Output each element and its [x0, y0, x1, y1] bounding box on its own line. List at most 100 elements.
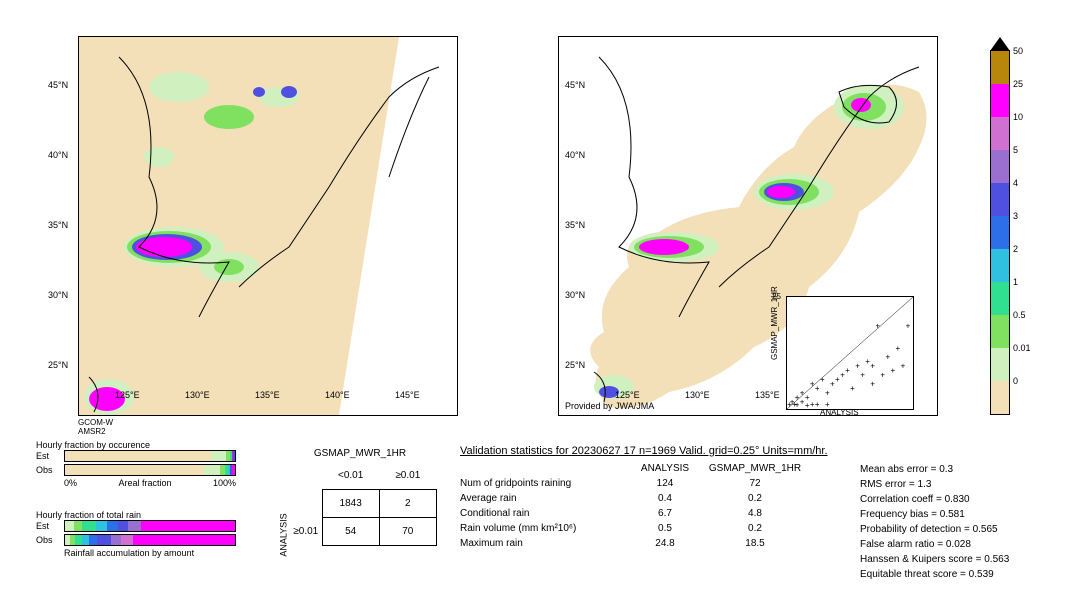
colorbar-tick: 5 — [1013, 145, 1018, 155]
metrics-block: Mean abs error = 0.3RMS error = 1.3Corre… — [860, 462, 1070, 582]
obs-label: Obs — [36, 465, 64, 475]
est-label-2: Est — [36, 521, 64, 531]
left-xtick-145: 145°E — [395, 390, 420, 400]
colorbar-tick: 1 — [1013, 277, 1018, 287]
svg-text:+: + — [825, 389, 830, 398]
scatter-ymax: 25 — [772, 292, 781, 301]
scatter-plot: +++++++++++++++++++++++++++++++++ — [786, 296, 914, 410]
validation-col1: ANALYSIS — [630, 461, 700, 476]
svg-text:+: + — [885, 353, 890, 362]
right-ytick-30: 30°N — [565, 290, 585, 300]
svg-text:+: + — [820, 375, 825, 384]
metric-line: Equitable threat score = 0.539 — [860, 567, 1070, 582]
colorbar-tick: 0.01 — [1013, 343, 1031, 353]
left-ytick-40: 40°N — [48, 150, 68, 160]
est-label: Est — [36, 451, 64, 461]
svg-text:+: + — [880, 371, 885, 380]
metric-line: Frequency bias = 0.581 — [860, 507, 1070, 522]
stat-name: Maximum rain — [460, 536, 630, 551]
cont-row-ge: ≥0.01 — [290, 518, 322, 546]
svg-text:+: + — [875, 321, 880, 330]
stat-analysis: 0.5 — [630, 521, 700, 536]
stat-gsmap: 0.2 — [700, 491, 810, 506]
stat-gsmap: 0.2 — [700, 521, 810, 536]
right-ytick-45: 45°N — [565, 80, 585, 90]
right-ytick-25: 25°N — [565, 360, 585, 370]
metric-line: Correlation coeff = 0.830 — [860, 492, 1070, 507]
gsmap-map-panel: GSMAP_MWR_1HR estimates for 20230627 17 — [78, 36, 458, 416]
stat-gsmap: 18.5 — [700, 536, 810, 551]
left-ytick-30: 30°N — [48, 290, 68, 300]
colorbar-arrow-icon — [990, 37, 1010, 51]
right-xtick-125: 125°E — [615, 390, 640, 400]
validation-col2: GSMAP_MWR_1HR — [700, 461, 810, 476]
validation-header: Validation statistics for 20230627 17 n=… — [460, 445, 860, 457]
svg-text:+: + — [870, 362, 875, 371]
metric-line: False alarm ratio = 0.028 — [860, 537, 1070, 552]
cont-01: 2 — [379, 490, 436, 518]
fraction-total-title: Hourly fraction of total rain — [36, 510, 236, 520]
colorbar-tick: 10 — [1013, 112, 1023, 122]
colorbar: 502510543210.50.010 — [990, 50, 1010, 415]
cont-11: 70 — [379, 518, 436, 546]
colorbar-tick: 25 — [1013, 79, 1023, 89]
svg-text:+: + — [901, 362, 906, 371]
right-ytick-40: 40°N — [565, 150, 585, 160]
colorbar-tick: 0.5 — [1013, 310, 1026, 320]
fraction-occurrence-title: Hourly fraction by occurence — [36, 440, 236, 450]
svg-text:+: + — [805, 401, 810, 409]
satellite-footnote: GCOM-W AMSR2 — [78, 418, 113, 436]
left-xtick-140: 140°E — [325, 390, 350, 400]
svg-text:+: + — [891, 366, 896, 375]
stat-name: Conditional rain — [460, 506, 630, 521]
validation-stats: Validation statistics for 20230627 17 n=… — [460, 445, 860, 551]
left-xtick-135: 135°E — [255, 390, 280, 400]
svg-text:+: + — [855, 362, 860, 371]
metric-line: Mean abs error = 0.3 — [860, 462, 1070, 477]
left-xtick-130: 130°E — [185, 390, 210, 400]
contingency-col-label: GSMAP_MWR_1HR — [290, 448, 430, 459]
contingency-table: <0.01≥0.01 18432 ≥0.015470 — [290, 462, 437, 546]
metric-line: Hanssen & Kuipers score = 0.563 — [860, 552, 1070, 567]
svg-text:+: + — [896, 344, 901, 353]
stat-analysis: 124 — [630, 476, 700, 491]
left-ytick-45: 45°N — [48, 80, 68, 90]
left-xtick-125: 125°E — [115, 390, 140, 400]
stat-analysis: 24.8 — [630, 536, 700, 551]
metric-line: Probability of detection = 0.565 — [860, 522, 1070, 537]
colorbar-tick: 2 — [1013, 244, 1018, 254]
areal-0: 0% — [64, 478, 77, 488]
fraction-occurrence-panel: Hourly fraction by occurence Est Obs 0% … — [36, 440, 236, 488]
areal-100: 100% — [213, 478, 236, 488]
svg-text:+: + — [870, 380, 875, 389]
rainfall-accum-caption: Rainfall accumulation by amount — [36, 548, 236, 558]
cont-10: 54 — [322, 518, 379, 546]
svg-text:+: + — [815, 384, 820, 393]
svg-text:+: + — [906, 321, 911, 330]
stat-analysis: 0.4 — [630, 491, 700, 506]
right-ytick-35: 35°N — [565, 220, 585, 230]
satellite-swath — [79, 37, 399, 415]
stat-analysis: 6.7 — [630, 506, 700, 521]
areal-caption: Areal fraction — [118, 478, 171, 488]
metric-line: RMS error = 1.3 — [860, 477, 1070, 492]
svg-text:+: + — [850, 384, 855, 393]
colorbar-tick: 0 — [1013, 376, 1018, 386]
left-ytick-35: 35°N — [48, 220, 68, 230]
stat-name: Average rain — [460, 491, 630, 506]
right-xtick-135: 135°E — [755, 390, 780, 400]
colorbar-tick: 4 — [1013, 178, 1018, 188]
cont-lt: <0.01 — [322, 462, 379, 490]
svg-text:+: + — [845, 366, 850, 375]
stat-gsmap: 4.8 — [700, 506, 810, 521]
contingency-row-label: ANALYSIS — [279, 513, 289, 556]
cont-00: 1843 — [322, 490, 379, 518]
scatter-xlabel: ANALYSIS — [820, 408, 859, 417]
left-ytick-25: 25°N — [48, 360, 68, 370]
radar-credit: Provided by JWA/JMA — [565, 401, 654, 411]
colorbar-tick: 3 — [1013, 211, 1018, 221]
stat-gsmap: 72 — [700, 476, 810, 491]
colorbar-tick: 50 — [1013, 46, 1023, 56]
stat-name: Rain volume (mm km²10⁶) — [460, 521, 630, 536]
right-xtick-130: 130°E — [685, 390, 710, 400]
